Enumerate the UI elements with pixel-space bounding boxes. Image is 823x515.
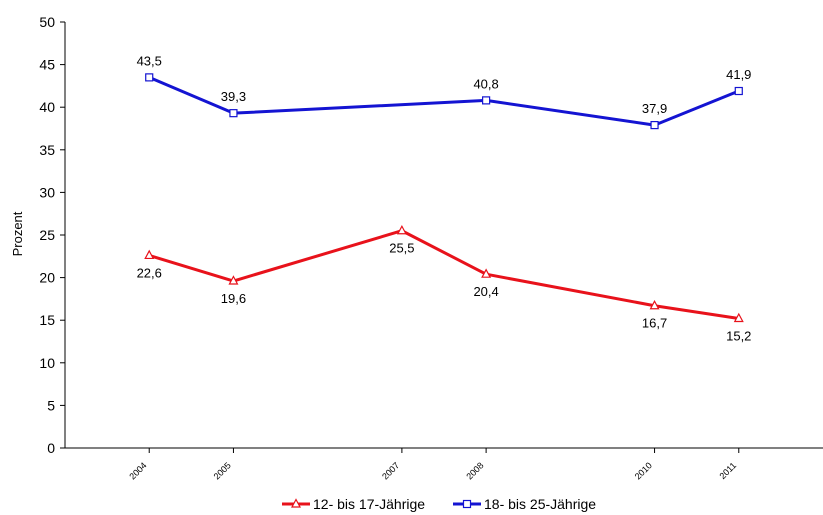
y-tick-label: 10 <box>39 355 55 371</box>
data-point-marker <box>482 96 491 105</box>
data-labels: 22,6 19,6 25,5 20,4 16,7 15,2 43,5 39,3 40,8 37,9… <box>137 53 752 343</box>
data-label: 22,6 <box>137 265 162 280</box>
x-tick-label: 2011 <box>717 460 738 481</box>
y-tick-label: 40 <box>39 99 55 115</box>
y-axis-label: Prozent <box>10 211 25 256</box>
data-point-marker <box>144 249 155 260</box>
data-label: 39,3 <box>221 89 246 104</box>
y-tick-label: 5 <box>47 397 55 413</box>
data-label: 16,7 <box>642 316 667 331</box>
y-tick-label: 45 <box>39 57 55 73</box>
data-point-marker <box>229 109 238 118</box>
y-tick-label: 20 <box>39 270 55 286</box>
axes: 0 5 10 15 20 25 30 35 40 45 50 2004 2005 2007 2008 2010… <box>39 14 823 482</box>
y-tick-label: 35 <box>39 142 55 158</box>
x-tick-label: 2010 <box>633 460 654 481</box>
x-tick-label: 2008 <box>464 460 485 481</box>
series-group <box>144 73 744 323</box>
data-label: 41,9 <box>726 67 751 82</box>
legend-marker-2 <box>462 499 472 509</box>
y-tick-label: 15 <box>39 312 55 328</box>
data-label: 43,5 <box>137 53 162 68</box>
data-label: 40,8 <box>473 76 498 91</box>
legend-marker-1 <box>291 498 301 508</box>
legend: 12- bis 17-Jährige 18- bis 25-Jährige <box>282 496 596 512</box>
data-point-marker <box>481 268 492 278</box>
data-point-marker <box>228 275 239 285</box>
x-tick-label: 2004 <box>127 460 148 481</box>
series-line-1 <box>148 229 740 320</box>
data-point-marker <box>649 299 660 310</box>
y-tick-label: 50 <box>39 14 55 30</box>
data-point-marker <box>733 312 744 323</box>
x-tick-label: 2005 <box>212 460 233 481</box>
data-point-marker <box>734 86 743 96</box>
y-tick-label: 25 <box>39 227 55 243</box>
legend-label-1: 12- bis 17-Jährige <box>313 496 425 512</box>
data-point-marker <box>396 224 407 235</box>
data-label: 19,6 <box>221 291 246 306</box>
data-label: 20,4 <box>473 284 498 299</box>
legend-label-2: 18- bis 25-Jährige <box>484 496 596 512</box>
data-label: 15,2 <box>726 328 751 343</box>
x-tick-label: 2007 <box>380 460 401 481</box>
data-point-marker <box>650 120 659 130</box>
y-tick-label: 0 <box>47 440 55 456</box>
data-point-marker <box>145 73 154 82</box>
y-tick-label: 30 <box>39 184 55 200</box>
data-label: 37,9 <box>642 101 667 116</box>
data-label: 25,5 <box>389 241 414 256</box>
